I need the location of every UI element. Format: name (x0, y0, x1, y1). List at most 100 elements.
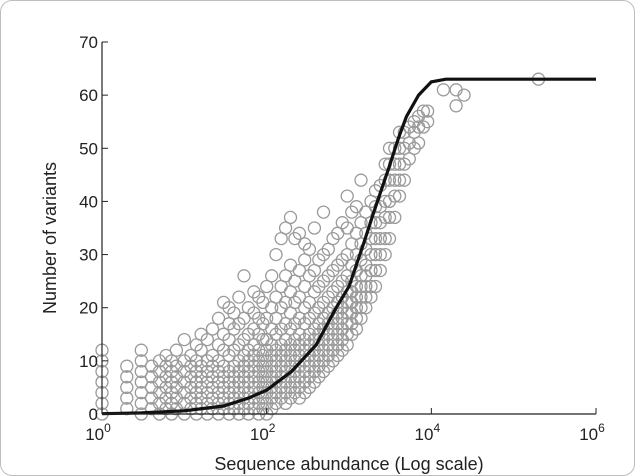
scatter-point (278, 295, 293, 310)
scatter-point (312, 253, 326, 267)
y-tick-label: 40 (79, 192, 98, 211)
fit-curve (101, 77, 596, 416)
scatter-point (420, 115, 435, 129)
scatter-point (134, 354, 148, 368)
axes: 0 10 20 30 40 50 60 70 100 102 104 106 (79, 33, 605, 444)
scatter-point (211, 311, 226, 325)
scatter-point (364, 247, 378, 262)
scatter-point (331, 258, 345, 272)
scatter-point (436, 83, 451, 97)
scatter-point (373, 263, 387, 278)
scatter-point (368, 247, 383, 262)
y-tick-label: 60 (79, 86, 98, 105)
scatter-point (278, 221, 293, 235)
y-tick-label: 20 (79, 299, 98, 318)
scatter-point (373, 231, 387, 246)
y-axis-title: Number of variants (40, 162, 60, 314)
scatter-point (368, 231, 383, 246)
scatter-point (307, 221, 322, 235)
scatter-point (378, 247, 392, 262)
scatter-point (359, 279, 373, 294)
y-tick-label: 10 (79, 352, 98, 371)
scatter-point (265, 269, 279, 283)
scatter-point (120, 391, 134, 405)
scatter-point (232, 290, 246, 304)
x-tick-label: 100 (85, 421, 111, 444)
scatter-point (359, 290, 373, 304)
scatter-point (292, 359, 307, 373)
scatter-point (169, 343, 184, 357)
scatter-point (120, 370, 134, 384)
scatter-point (292, 327, 307, 341)
scatter-point (292, 380, 307, 395)
scatter-point (373, 247, 387, 262)
scatter-point (397, 173, 411, 187)
scatter-point (340, 221, 354, 235)
scatter-point (292, 338, 307, 352)
scatter-point (205, 322, 220, 336)
scatter-point (364, 263, 378, 278)
scatter-point (388, 189, 402, 203)
scatter-point (177, 332, 191, 347)
y-tick-label: 70 (79, 33, 98, 52)
scatter-point (321, 269, 335, 283)
scatter-point (292, 370, 307, 384)
scatter-point (292, 226, 307, 240)
scatter-point (134, 386, 148, 400)
scatter-point (316, 247, 331, 262)
scatter-point (449, 99, 463, 113)
scatter-point (134, 364, 148, 379)
scatter-point (326, 231, 340, 246)
scatter-point (316, 205, 331, 219)
scatter-point (378, 231, 392, 246)
scatter-point (200, 332, 214, 347)
scatter-point (382, 231, 397, 246)
scatter-point (326, 263, 340, 278)
scatter-point (269, 247, 283, 262)
scatter-point (256, 295, 270, 310)
scatter-point (260, 311, 274, 325)
scatter-point (392, 189, 407, 203)
y-tick-label: 0 (89, 405, 98, 424)
scatter-point (134, 396, 148, 411)
scatter-point (247, 285, 261, 299)
y-tick-label: 50 (79, 139, 98, 158)
scatter-point (388, 173, 402, 187)
scatter-point (134, 343, 148, 357)
scatter-point (411, 136, 426, 150)
scatter-point (237, 269, 251, 283)
scatter-point (388, 210, 402, 225)
scatter-point (120, 359, 134, 373)
scatter-point (120, 380, 134, 395)
scatter-point (457, 88, 471, 102)
scatter-point (340, 189, 354, 203)
scatter-point (134, 375, 148, 389)
scatter-point (368, 263, 383, 278)
x-tick-label: 102 (250, 421, 276, 444)
scatter-point (420, 104, 435, 118)
x-tick-label: 104 (415, 421, 441, 444)
scatter-point (402, 152, 416, 166)
scatter-point (335, 216, 349, 230)
scatter-point (378, 210, 392, 225)
scatter-point (260, 279, 274, 294)
scatter-point (368, 279, 383, 294)
scatter-point (382, 210, 397, 225)
scatter-point (354, 173, 368, 187)
scatter-point (283, 210, 298, 225)
scatter-point (392, 173, 407, 187)
scatter-point (194, 343, 208, 357)
scatter-point (302, 242, 317, 256)
scatter-point (283, 258, 298, 272)
scatter-point (359, 301, 373, 315)
x-axis-title: Sequence abundance (Log scale) (214, 454, 483, 474)
scatter-point (307, 285, 322, 299)
scatter-point (274, 301, 288, 315)
scatter-point (227, 306, 241, 320)
scatter-point (252, 290, 266, 304)
scatter-points (95, 72, 546, 421)
x-tick-label: 106 (579, 421, 605, 444)
y-tick-label: 30 (79, 246, 98, 265)
scatter-point (364, 279, 378, 294)
